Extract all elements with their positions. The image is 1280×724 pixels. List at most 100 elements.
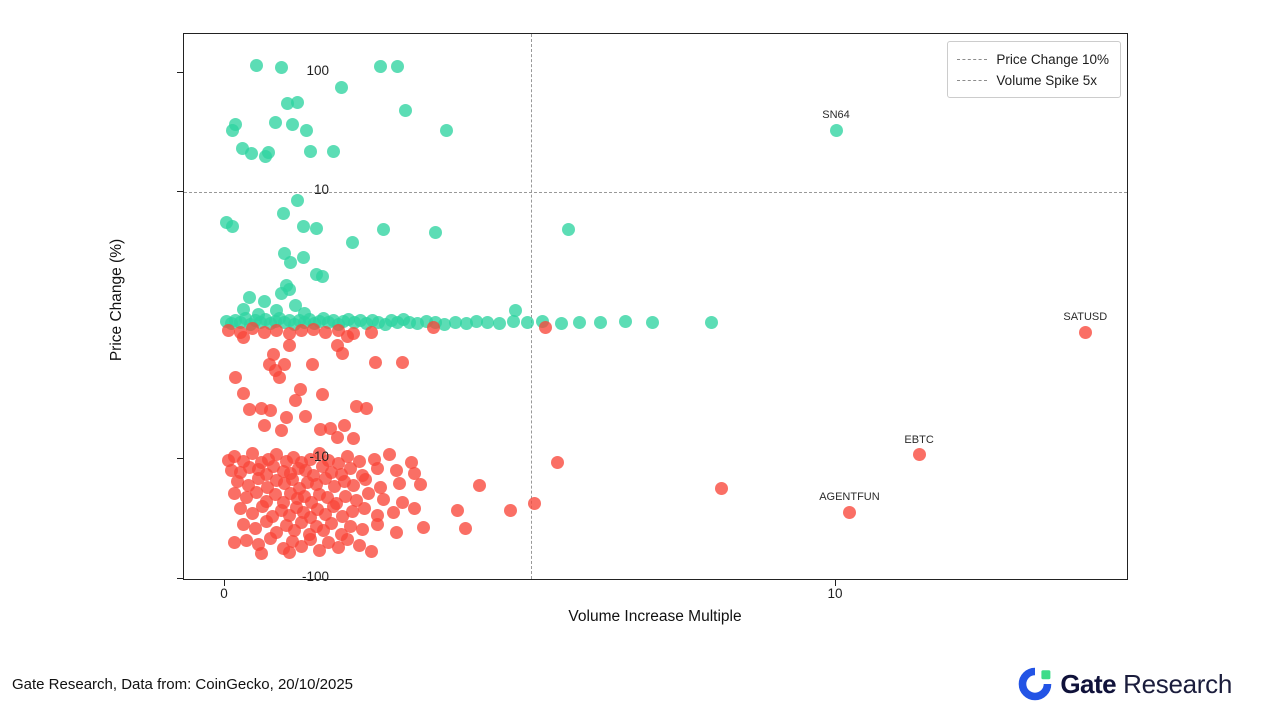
scatter-point-gainers [276, 206, 290, 220]
scatter-point-gainers [554, 316, 568, 330]
scatter-point-losers [249, 521, 263, 535]
scatter-point-losers [298, 409, 312, 423]
scatter-point-gainers [562, 222, 576, 236]
scatter-point-gainers [391, 59, 405, 73]
scatter-point-losers [538, 321, 552, 334]
brand-name-bold: Gate [1060, 668, 1117, 699]
scatter-point-losers [270, 323, 284, 337]
legend: Price Change 10% Volume Spike 5x [947, 41, 1121, 98]
scatter-point-gainers [262, 145, 276, 159]
x-tick-mark [224, 580, 225, 586]
scatter-point-losers [395, 496, 409, 510]
scatter-point-gainers [470, 314, 484, 328]
scatter-point-losers [345, 505, 359, 518]
scatter-point-losers [346, 432, 360, 446]
scatter-point-losers [346, 479, 360, 493]
y-tick-label: -100 [301, 568, 329, 584]
scatter-point-gainers [275, 286, 289, 300]
scatter-point-losers [360, 401, 374, 415]
scatter-point-losers [288, 393, 302, 407]
scatter-point-losers [229, 371, 243, 385]
scatter-point-losers [374, 481, 388, 495]
scatter-point-losers [450, 504, 464, 518]
scatter-point-losers [245, 447, 259, 461]
scatter-point-losers [236, 387, 250, 401]
scatter-point-losers [392, 476, 406, 490]
scatter-point-losers [282, 546, 296, 560]
legend-entry-price-change: Price Change 10% [957, 49, 1109, 70]
y-tick-mark [177, 71, 183, 73]
brand-name-regular: Research [1123, 668, 1232, 699]
data-source-text: Gate Research, Data from: CoinGecko, 20/… [12, 676, 354, 693]
scatter-point-gainers [334, 80, 348, 94]
scatter-point-losers [352, 538, 366, 552]
scatter-point-gainers [829, 123, 843, 137]
scatter-point-losers [239, 491, 253, 504]
scatter-point-losers [236, 331, 250, 344]
scatter-point-losers [294, 383, 308, 397]
scatter-point-gainers [290, 96, 304, 110]
scatter-point-gainers [284, 256, 298, 270]
scatter-point-losers [407, 501, 421, 515]
scatter-point-gainers [481, 316, 495, 330]
scatter-point-gainers [244, 146, 258, 160]
scatter-point-gainers [594, 316, 608, 330]
scatter-point-gainers [296, 220, 310, 234]
scatter-point-gainers [459, 316, 473, 330]
y-tick-label: 10 [313, 182, 329, 197]
scatter-point-gainers [377, 222, 391, 236]
scatter-point-gainers [345, 236, 359, 250]
scatter-point-gainers [646, 316, 660, 330]
legend-label: Volume Spike 5x [996, 73, 1097, 88]
scatter-point-losers [365, 325, 379, 339]
scatter-point-losers [339, 490, 353, 504]
scatter-point-losers [386, 505, 400, 519]
scatter-point-losers [359, 472, 373, 486]
scatter-point-losers [337, 419, 351, 433]
scatter-point-losers [325, 516, 339, 530]
scatter-point-losers [528, 497, 542, 511]
scatter-point-gainers [226, 123, 240, 137]
scatter-point-gainers [327, 144, 341, 158]
scatter-point-losers [340, 329, 354, 343]
scatter-point-gainers [290, 193, 304, 207]
scatter-point-losers [371, 461, 385, 475]
scatter-point-losers [362, 487, 376, 501]
scatter-point-losers [350, 400, 364, 414]
scatter-point-losers [331, 540, 345, 554]
plot-area: SN64 SATUSD EBTC AGENTFUN Price Change 10% … [183, 33, 1128, 580]
scatter-point-gainers [440, 123, 454, 137]
scatter-point-gainers [506, 314, 520, 328]
y-tick-mark [177, 577, 183, 579]
scatter-point-losers [245, 506, 259, 520]
scatter-point-gainers [509, 304, 523, 318]
scatter-point-losers [245, 322, 259, 336]
scatter-point-losers [414, 477, 428, 491]
scatter-point-losers [257, 419, 271, 433]
scatter-point-gainers [399, 104, 413, 118]
scatter-point-losers [282, 327, 296, 340]
x-tick-mark [835, 580, 836, 586]
scatter-point-losers [236, 517, 250, 531]
scatter-point-losers [294, 324, 308, 338]
scatter-point-losers [340, 449, 354, 463]
scatter-point-gainers [373, 60, 387, 74]
scatter-point-gainers [438, 317, 452, 331]
scatter-point-losers [227, 536, 241, 550]
scatter-point-losers [365, 545, 379, 559]
gate-logo-icon [1019, 667, 1052, 701]
scatter-point-gainers [274, 61, 288, 75]
scatter-point-gainers [449, 315, 463, 329]
scatter-point-gainers [618, 314, 632, 328]
scatter-point-losers [255, 547, 269, 561]
scatter-point-losers [714, 481, 728, 495]
scatter-point-losers [278, 357, 292, 371]
scatter-point-gainers [226, 220, 240, 234]
scatter-point-losers [260, 515, 274, 529]
scatter-point-gainers [316, 269, 330, 283]
scatter-point-losers [459, 521, 473, 535]
point-label-agentfun: AGENTFUN [819, 491, 880, 504]
scatter-point-losers [294, 516, 308, 529]
legend-entry-volume-spike: Volume Spike 5x [957, 70, 1109, 91]
